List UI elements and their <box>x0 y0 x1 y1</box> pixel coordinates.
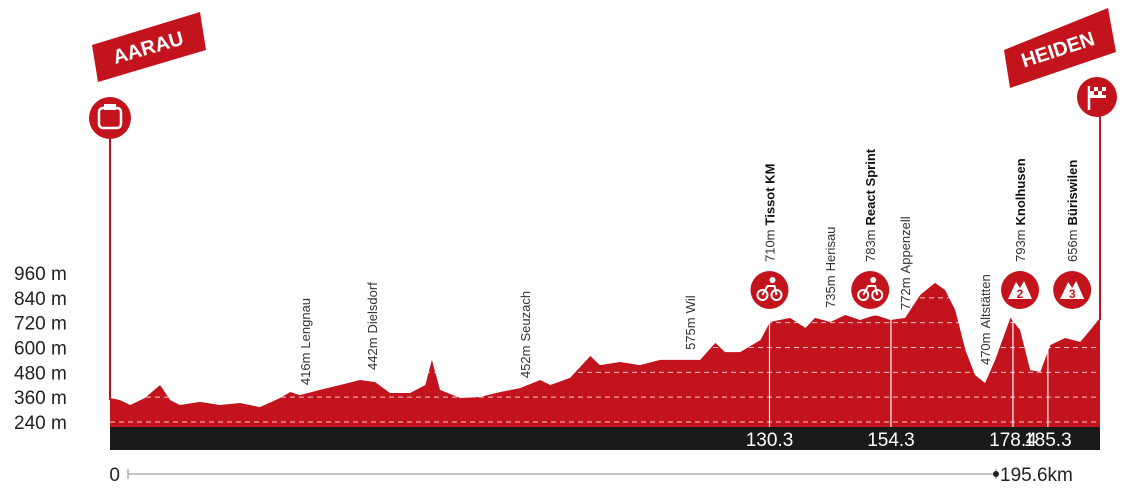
waypoint-elevation: 452m <box>518 346 533 379</box>
climb-category: 3 <box>1069 287 1076 301</box>
end-dot <box>993 471 999 477</box>
y-tick-label: 480 m <box>14 363 67 384</box>
bike-wheel <box>857 289 870 301</box>
waypoint-elevation: 710m <box>762 229 777 262</box>
waypoint-label: 470m Altstätten <box>978 274 993 365</box>
waypoint-elevation: 575m <box>683 317 698 350</box>
waypoint-label: 442m Dielsdorf <box>365 282 380 370</box>
waypoint-elevation: 783m <box>863 229 878 262</box>
waypoint-elevation: 793m <box>1013 229 1028 262</box>
x-tick-label: 0 <box>109 465 120 486</box>
waypoint-name: Altstätten <box>978 274 993 328</box>
x-tick-label: 195.6km <box>1000 465 1073 486</box>
bike-wheel <box>756 289 769 301</box>
waypoint-label: 793m Knolhusen <box>1013 158 1028 262</box>
y-tick-label: 840 m <box>14 289 67 310</box>
waypoint-name: Tissot KM <box>762 164 777 226</box>
climb-category: 2 <box>1017 287 1024 301</box>
plot: 960 m 840 m 720 m 600 m 480 m 360 m 240 m 416m L… <box>14 148 1100 486</box>
km-marker-label: 130.3 <box>746 430 794 451</box>
waypoint-name: Büriswilen <box>1065 160 1080 226</box>
waypoint-label: 452m Seuzach <box>518 291 533 378</box>
waypoint-name: Appenzell <box>898 216 913 273</box>
waypoint-elevation: 442m <box>365 337 380 370</box>
rider-head <box>769 277 776 283</box>
y-tick-label: 720 m <box>14 314 67 335</box>
y-tick-label: 960 m <box>14 264 67 285</box>
distance-bar <box>110 427 1100 450</box>
rider-head <box>870 277 877 283</box>
waypoint-name: React Sprint <box>863 148 878 225</box>
bike-frame <box>761 285 778 296</box>
waypoint-label: 575m Wil <box>683 295 698 350</box>
y-tick-label: 360 m <box>14 388 67 409</box>
waypoint-label: 735m Herisau <box>823 227 838 308</box>
waypoint-name: Wil <box>683 295 698 313</box>
waypoint-name: Dielsdorf <box>365 282 380 334</box>
waypoint-label: 710m Tissot KM <box>762 164 777 262</box>
waypoint-label: 783m React Sprint <box>863 148 878 262</box>
waypoint-name: Lengnau <box>298 298 313 349</box>
bike-wheel <box>770 289 783 301</box>
y-tick-label: 240 m <box>14 413 67 434</box>
km-marker-label: 154.3 <box>867 430 915 451</box>
climb-mountain <box>1008 281 1033 299</box>
waypoint-label: 656m Büriswilen <box>1065 160 1080 262</box>
waypoint-name: Seuzach <box>518 291 533 342</box>
bike-wheel <box>871 289 884 301</box>
waypoint-elevation: 772m <box>898 277 913 310</box>
waypoint-icon <box>851 271 890 309</box>
waypoint-label: 416m Lengnau <box>298 298 313 385</box>
waypoint-name: Herisau <box>823 227 838 272</box>
waypoint-label: 772m Appenzell <box>898 216 913 310</box>
y-tick-label: 600 m <box>14 339 67 360</box>
waypoint-elevation: 656m <box>1065 229 1080 262</box>
waypoint-elevation: 470m <box>978 332 993 365</box>
bike-frame <box>862 285 879 296</box>
waypoint-elevation: 416m <box>298 353 313 386</box>
elevation-area <box>110 282 1100 427</box>
start-banner: AARAU <box>89 12 206 400</box>
waypoint-icon <box>750 271 789 309</box>
km-marker-label: 185.3 <box>1024 430 1072 451</box>
waypoint-elevation: 735m <box>823 275 838 308</box>
km-marker-label: 178.4 <box>989 430 1037 451</box>
climb-mountain <box>1060 281 1085 299</box>
waypoint-name: Knolhusen <box>1013 158 1028 225</box>
